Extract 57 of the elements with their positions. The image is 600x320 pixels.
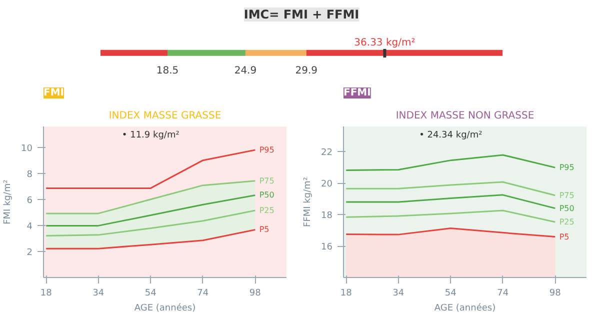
line-series bbox=[345, 154, 556, 171]
series-label: P75 bbox=[259, 176, 274, 186]
line-series bbox=[45, 180, 256, 214]
y-tick-label: 4 bbox=[26, 222, 33, 232]
y-tick-label: 6 bbox=[26, 196, 33, 206]
line-series bbox=[45, 228, 256, 250]
y-tick-label: 20 bbox=[321, 180, 333, 190]
line-series bbox=[345, 181, 556, 196]
line-series bbox=[45, 210, 256, 236]
line-series bbox=[345, 194, 556, 210]
chart-title: FFMI bbox=[344, 88, 371, 98]
series-label: P25 bbox=[259, 206, 274, 215]
bar bbox=[100, 50, 168, 56]
chart-title: FMI bbox=[44, 88, 64, 98]
x-tick-label: 18.5 bbox=[156, 66, 179, 76]
y-tick-label: 2 bbox=[26, 248, 33, 258]
x-tick-label: 98 bbox=[249, 288, 262, 298]
series-label: P25 bbox=[559, 217, 574, 226]
bar bbox=[168, 50, 246, 56]
series-label: P75 bbox=[559, 190, 574, 200]
x-tick-label: 98 bbox=[549, 288, 562, 298]
x-axis-title: AGE (années) bbox=[434, 302, 496, 314]
line-series bbox=[45, 194, 256, 226]
y-tick-label: 22 bbox=[321, 148, 332, 158]
series-label: P95 bbox=[259, 145, 274, 154]
series-label: P50 bbox=[259, 190, 274, 200]
y-tick-label: 16 bbox=[321, 242, 333, 253]
x-tick-label: 24.9 bbox=[234, 66, 257, 76]
annotation: • 11.9 kg/m² bbox=[122, 130, 180, 140]
series-label: P50 bbox=[559, 204, 574, 213]
x-tick-label: 34 bbox=[92, 288, 104, 298]
ref-line-label: 36.33 kg/m² bbox=[354, 37, 416, 48]
y-axis-title: FFMI kg/m² bbox=[303, 176, 314, 227]
x-tick-label: 74 bbox=[197, 288, 209, 298]
x-tick-label: 18 bbox=[40, 288, 52, 298]
chart-subtitle: INDEX MASSE GRASSE bbox=[108, 110, 222, 122]
y-axis-title: FMI kg/m² bbox=[3, 179, 14, 224]
line-series bbox=[345, 228, 556, 238]
y-tick-label: 8 bbox=[26, 170, 33, 180]
series-label: P95 bbox=[559, 163, 574, 172]
bar bbox=[306, 50, 502, 56]
series-label: P5 bbox=[559, 232, 570, 242]
bar bbox=[245, 50, 306, 56]
series-label: P5 bbox=[259, 225, 270, 234]
x-axis-title: AGE (années) bbox=[134, 302, 196, 314]
x-tick-label: 74 bbox=[497, 288, 509, 298]
chart-title: IMC= FMI + FFMI bbox=[244, 8, 360, 22]
x-tick-label: 54 bbox=[444, 288, 457, 298]
x-tick-label: 18 bbox=[340, 288, 352, 298]
x-tick-label: 54 bbox=[144, 288, 157, 298]
x-tick-label: 29.9 bbox=[295, 66, 318, 76]
x-tick-label: 34 bbox=[392, 288, 404, 298]
y-tick-label: 10 bbox=[21, 144, 33, 154]
line-series bbox=[345, 210, 556, 223]
annotation: • 24.34 kg/m² bbox=[419, 130, 483, 140]
chart-subtitle: INDEX MASSE NON GRASSE bbox=[396, 110, 534, 122]
y-tick-label: 18 bbox=[321, 211, 333, 222]
